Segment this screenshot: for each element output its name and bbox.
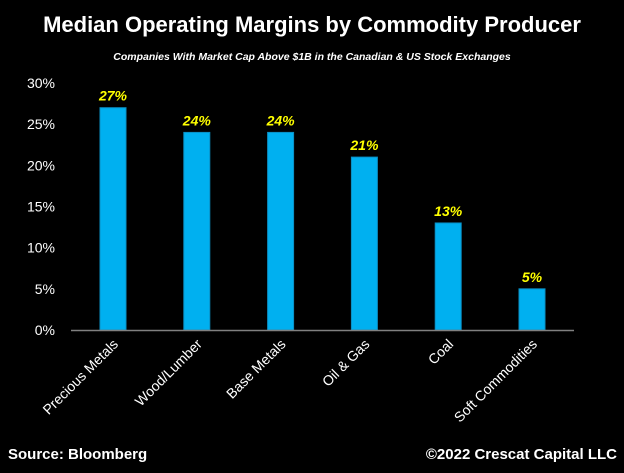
copyright-note: ©2022 Crescat Capital LLC (425, 446, 617, 463)
data-label: 27% (98, 88, 128, 104)
source-note: Source: Bloomberg (8, 446, 148, 463)
x-tick-label: Soft Commodities (451, 336, 540, 425)
x-tick-label: Wood/Lumber (132, 336, 206, 410)
x-tick-label: Base Metals (223, 336, 289, 402)
bar-coal (434, 222, 462, 331)
x-axis-ticks: Precious Metals Wood/Lumber Base Metals Oil… (39, 336, 540, 426)
y-tick-label: 5% (35, 281, 55, 297)
y-tick-label: 15% (27, 199, 55, 215)
x-tick-label: Oil & Gas (319, 336, 373, 390)
bar-soft-commodities (518, 288, 546, 331)
data-label: 5% (522, 269, 543, 285)
data-label: 21% (349, 137, 379, 153)
y-tick-label: 20% (27, 157, 55, 173)
x-tick-label: Precious Metals (39, 336, 121, 418)
data-label: 24% (182, 112, 212, 128)
y-tick-label: 10% (27, 240, 55, 256)
data-labels: 27% 24% 24% 21% 13% 5% (98, 88, 543, 285)
chart-subtitle: Companies With Market Cap Above $1B in t… (113, 51, 511, 63)
bar-precious-metals (99, 107, 127, 331)
y-tick-label: 25% (27, 116, 55, 132)
x-tick-label: Coal (425, 336, 457, 368)
bar-wood-lumber (183, 131, 211, 331)
y-axis-ticks: 0% 5% 10% 15% 20% 25% 30% (27, 75, 55, 338)
bar-oil-gas (350, 156, 378, 331)
y-tick-label: 30% (27, 75, 55, 91)
y-tick-label: 0% (35, 322, 55, 338)
chart-title: Median Operating Margins by Commodity Pr… (43, 12, 581, 37)
data-label: 13% (434, 203, 463, 219)
data-label: 24% (266, 112, 296, 128)
bars (99, 107, 546, 331)
bar-base-metals (267, 131, 295, 331)
